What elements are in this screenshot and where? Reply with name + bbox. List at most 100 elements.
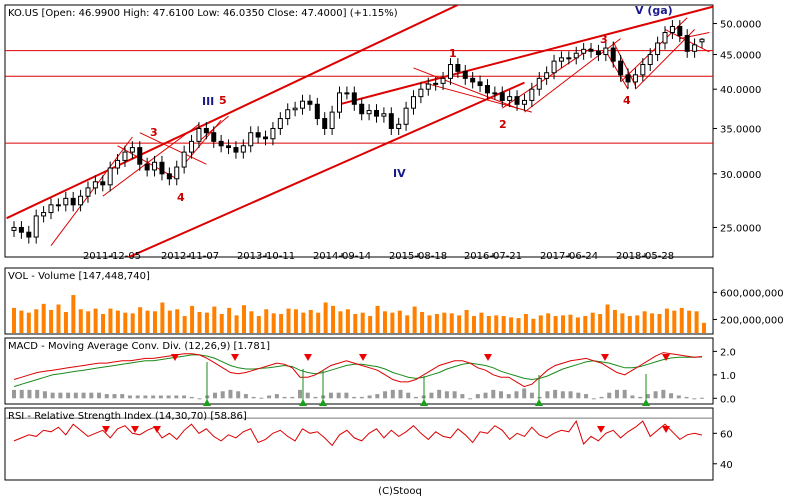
price-x-tick-label: 2015-08-18 [389,251,447,262]
macd-histogram-bar [553,389,558,399]
macd-histogram-bar [336,392,341,399]
candle-body [211,132,217,142]
volume-bar [138,307,143,333]
candle-body [566,57,572,60]
candle-body [536,77,542,90]
candle-body [337,92,343,113]
volume-bar [190,305,195,333]
candle-body [655,42,661,56]
volume-bar [479,312,484,333]
macd-histogram-bar [89,392,94,399]
price-x-tick-label: 2018-05-28 [616,251,674,262]
macd-histogram-bar [112,394,117,399]
volume-bar [672,310,677,333]
macd-histogram-bar [483,392,488,399]
macd-histogram-bar [158,395,163,399]
candle-body [692,44,698,52]
volume-bar [375,305,380,333]
volume-bar [449,313,454,333]
macd-histogram [12,388,704,400]
macd-histogram-bar [359,396,364,399]
candle-body [129,147,135,153]
macd-histogram-bar [700,397,704,399]
rsi-lines [5,417,713,447]
macd-histogram-bar [66,392,71,399]
macd-histogram-bar [328,392,333,399]
macd-histogram-bar [390,389,395,399]
macd-histogram-bar [12,389,16,399]
candle-body [115,159,121,169]
price-y-axis: 25.0000 30.0000 35.0000 40.0000 45.0000 50.00… [713,20,761,234]
volume-bar [598,314,603,333]
sell-signal-marker [662,354,670,361]
volume-bar [627,316,632,333]
candle-body [63,197,69,206]
macd-y-axis: 0.0 1.0 2.0 [713,347,736,405]
macd-histogram-bar [429,392,434,399]
macd-histogram-bar [228,389,233,399]
macd-histogram-bar [437,389,442,399]
volume-bar [531,318,536,333]
volume-bar [442,312,447,333]
rsi-y-tick-label: 60 [720,429,733,440]
candle-body [662,32,668,44]
price-x-tick-label: 2011-12-05 [83,251,141,262]
macd-histogram-bar [189,396,194,399]
volume-bar [405,315,410,333]
rsi-overbought-marker [597,426,605,433]
volume-bar [212,306,217,333]
candle-body [529,88,535,101]
volume-bar [242,305,246,333]
volume-bar [26,312,31,333]
volume-y-tick-label: 200,000,000 [720,315,784,326]
volume-bar [123,312,128,333]
price-y-tick-label: 50.0000 [720,20,761,31]
volume-bar [308,309,313,333]
price-x-tick-label: 2017-06-24 [540,251,598,262]
buy-signal-marker [203,399,211,406]
candle-body [373,110,379,117]
volume-bar [78,309,83,333]
volume-bar [12,307,16,333]
macd-histogram-bar [506,394,511,399]
candle-body [403,107,409,125]
candle-body [410,96,416,109]
wave-label: 2 [499,118,507,131]
price-y-tick-label: 45.0000 [720,51,761,62]
candle-body [137,147,143,165]
candle-body [122,151,128,161]
volume-bar [323,302,328,333]
macd-histogram-bar [259,397,264,399]
volume-bar [368,316,373,333]
volume-bar [167,310,172,333]
footer-copyright: (C)Stooq [378,486,422,497]
trend-channel-line [102,123,200,197]
sell-signal-marker [171,354,179,361]
candle-body [344,92,350,95]
candle-body [292,107,298,111]
macd-histogram-bar [375,394,380,399]
volume-bar [108,308,113,333]
candle-body [33,215,39,238]
candle-body [100,181,106,186]
volume-bar [568,314,573,333]
volume-pane [4,267,714,335]
candle-body [462,70,468,79]
candle-body [447,64,453,79]
macd-histogram-bar [599,396,604,399]
volume-bar [457,315,462,333]
candle-body [499,92,505,101]
volume-bar [234,315,239,333]
macd-histogram-bar [166,395,171,399]
price-y-tick-label: 35.0000 [720,124,761,135]
volume-bar [434,314,439,333]
candle-body [581,48,587,54]
trend-channel-line [420,81,532,113]
volume-bar [501,316,506,333]
candle-body [477,81,483,87]
volume-bar [427,315,432,333]
volume-bar [264,309,269,333]
macd-histogram-bar [383,391,388,399]
volume-bar [204,312,209,333]
